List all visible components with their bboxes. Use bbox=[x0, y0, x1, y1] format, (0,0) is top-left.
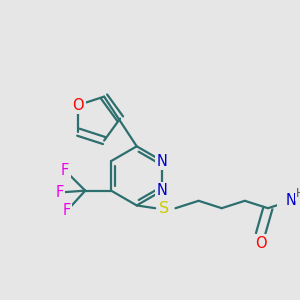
Text: O: O bbox=[73, 98, 84, 112]
Text: H: H bbox=[296, 187, 300, 200]
Text: N: N bbox=[286, 193, 296, 208]
Text: N: N bbox=[157, 154, 168, 169]
Text: O: O bbox=[255, 236, 266, 251]
Text: F: F bbox=[61, 163, 69, 178]
Text: F: F bbox=[63, 203, 71, 218]
Text: N: N bbox=[157, 183, 168, 198]
Text: S: S bbox=[159, 201, 170, 216]
Text: F: F bbox=[55, 185, 64, 200]
